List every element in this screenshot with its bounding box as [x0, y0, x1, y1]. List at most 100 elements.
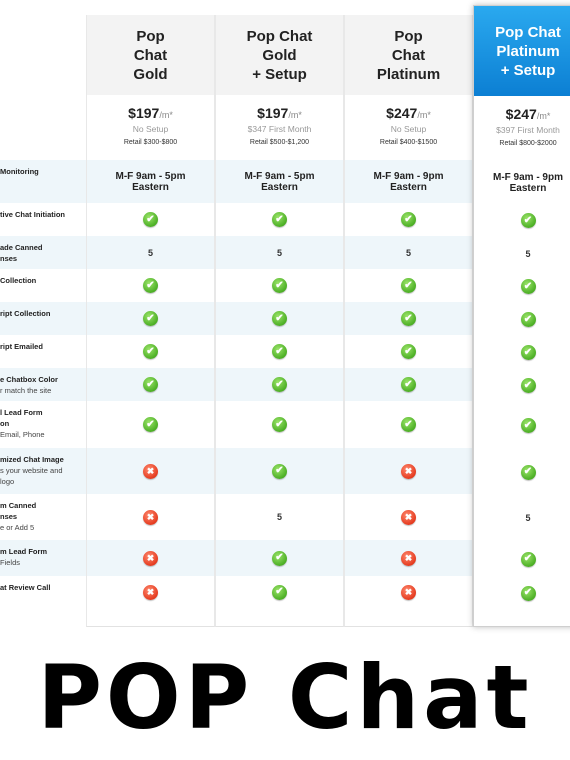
feature-title: mized Chat Image: [0, 455, 64, 464]
check-icon: ✔: [272, 550, 287, 566]
cross-icon: ✖: [401, 509, 416, 525]
feature-label: e Chatbox Color r match the site: [0, 374, 84, 396]
feature-cell: ✔: [87, 269, 214, 302]
plan-column[interactable]: Pop Chat Platinum + Setup $247/m* $397 Fir…: [473, 5, 570, 627]
feature-cell: ✖: [87, 494, 214, 540]
feature-cell: ✔: [474, 449, 570, 495]
feature-label: tive Chat Initiation: [0, 209, 84, 220]
feature-cell: 5: [216, 236, 343, 269]
check-icon: ✔: [143, 417, 158, 432]
feature-label: mized Chat Image s your website and logo: [0, 454, 84, 487]
support-hours: M-F 9am - 9pm Eastern: [373, 170, 444, 193]
feature-cell: ✔: [345, 203, 472, 236]
feature-title: m Canned nses: [0, 501, 37, 521]
feature-cell: ✔: [345, 335, 472, 368]
feature-title: ript Collection: [0, 309, 51, 318]
feature-cell: 5: [474, 237, 570, 270]
feature-cell: ✔: [474, 204, 570, 237]
feature-cell: ✔: [345, 302, 472, 335]
cross-icon: ✖: [143, 550, 158, 566]
plan-column[interactable]: Pop Chat Gold + Setup $197/m* $347 First M…: [215, 15, 344, 627]
cross-icon: ✖: [401, 584, 416, 600]
setup-fee: $397 First Month: [496, 125, 560, 135]
feature-label: ript Emailed: [0, 341, 84, 352]
check-icon: ✔: [272, 584, 287, 600]
feature-cell: ✔: [345, 368, 472, 401]
check-icon: ✔: [143, 344, 158, 359]
plan-column[interactable]: Pop Chat Platinum $247/m* No Setup Retail $…: [344, 15, 473, 627]
feature-cell: ✔: [474, 577, 570, 609]
setup-fee: No Setup: [390, 124, 427, 134]
feature-label: ript Collection: [0, 308, 84, 319]
feature-cell: M-F 9am - 9pm Eastern: [474, 161, 570, 204]
feature-cell: ✔: [216, 302, 343, 335]
check-icon: ✔: [143, 278, 158, 293]
feature-cell: 5: [87, 236, 214, 269]
feature-title: ript Emailed: [0, 342, 43, 351]
feature-title: ade Canned nses: [0, 243, 43, 263]
feature-cell: ✔: [216, 576, 343, 608]
cross-icon: ✖: [401, 463, 416, 479]
check-icon: ✔: [272, 212, 287, 227]
price-value: $247: [386, 105, 418, 121]
feature-cell: ✔: [474, 303, 570, 336]
price-box: $197/m* No Setup Retail $300-$800: [87, 95, 214, 160]
feature-cell: ✔: [474, 369, 570, 402]
plan-price: $247/m*: [474, 106, 570, 122]
support-hours: M-F 9am - 9pm Eastern: [492, 171, 563, 194]
plan-name-text: Pop Chat Gold: [133, 27, 168, 83]
cross-icon: ✖: [143, 584, 158, 600]
feature-cell: M-F 9am - 5pm Eastern: [216, 160, 343, 203]
check-icon: ✔: [143, 311, 158, 326]
check-icon: ✔: [401, 311, 416, 326]
feature-cell: ✔: [216, 401, 343, 448]
feature-label: ade Canned nses: [0, 242, 84, 264]
feature-cell: M-F 9am - 9pm Eastern: [345, 160, 472, 203]
check-icon: ✔: [520, 312, 536, 327]
feature-cell: ✖: [87, 576, 214, 608]
price-value: $197: [128, 105, 160, 121]
feature-cell: ✔: [87, 203, 214, 236]
plan-name: Pop Chat Gold + Setup: [216, 15, 343, 95]
price-box: $247/m* $397 First Month Retail $800-$2000: [474, 96, 570, 161]
plan-price: $197/m*: [87, 105, 214, 121]
feature-subtitle: s your website and logo: [0, 466, 63, 486]
feature-title: tive Chat Initiation: [0, 210, 66, 219]
feature-title: Monitoring: [0, 167, 39, 176]
check-icon: ✔: [520, 279, 536, 294]
check-icon: ✔: [401, 377, 416, 392]
feature-cell: 5: [474, 495, 570, 541]
count-value: 5: [276, 512, 282, 522]
feature-cell: ✔: [216, 203, 343, 236]
retail-price: Retail $500-$1,200: [249, 139, 310, 146]
check-icon: ✔: [520, 418, 536, 433]
check-icon: ✔: [520, 213, 536, 228]
feature-cell: ✔: [474, 270, 570, 303]
plan-name-text: Pop Chat Platinum: [376, 27, 441, 83]
feature-label: Collection: [0, 275, 84, 286]
feature-label: l Lead Form on Email, Phone: [0, 407, 84, 440]
check-icon: ✔: [272, 417, 287, 432]
check-icon: ✔: [272, 344, 287, 359]
feature-cell: 5: [216, 494, 343, 540]
feature-cell: ✖: [345, 448, 472, 494]
price-period: /m*: [417, 110, 431, 120]
feature-cell: M-F 9am - 5pm Eastern: [87, 160, 214, 203]
price-box: $197/m* $347 First Month Retail $500-$1,20…: [216, 95, 343, 160]
check-icon: ✔: [520, 464, 536, 480]
check-icon: ✔: [272, 463, 287, 479]
feature-title: at Review Call: [0, 583, 51, 592]
banner-title: POP Chat: [37, 645, 533, 749]
plan-name: Pop Chat Platinum + Setup: [474, 6, 570, 96]
check-icon: ✔: [143, 212, 158, 227]
check-icon: ✔: [401, 344, 416, 359]
feature-cell: ✔: [216, 269, 343, 302]
feature-cell: ✔: [345, 401, 472, 448]
plan-column[interactable]: Pop Chat Gold $197/m* No Setup Retail $300-…: [86, 15, 215, 627]
count-value: 5: [525, 248, 531, 259]
price-period: /m*: [288, 110, 302, 120]
feature-cell: ✔: [474, 402, 570, 449]
feature-cell: ✖: [345, 540, 472, 576]
check-icon: ✔: [520, 585, 536, 601]
feature-cell: ✔: [216, 540, 343, 576]
